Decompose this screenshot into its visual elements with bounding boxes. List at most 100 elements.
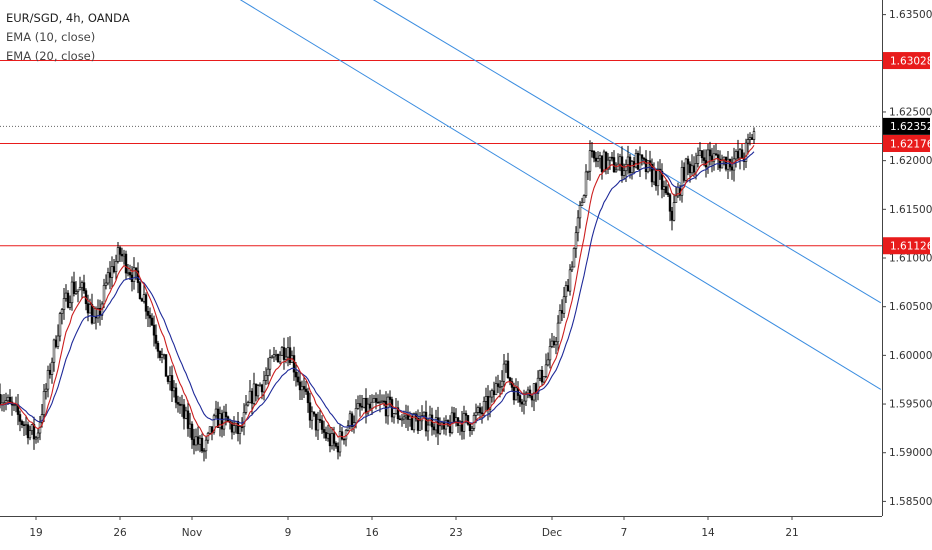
candle-body xyxy=(470,428,474,431)
candle-body xyxy=(122,253,126,257)
candle-body xyxy=(310,411,314,421)
candle-body xyxy=(40,414,44,423)
candle-body xyxy=(452,412,456,422)
candle-body xyxy=(296,376,300,383)
candle-body xyxy=(574,232,578,249)
ema-10-label[interactable]: EMA (10, close) xyxy=(6,30,96,44)
candle-body xyxy=(526,389,530,394)
candle-body xyxy=(380,400,384,403)
candle-body xyxy=(160,354,164,358)
time-axis[interactable]: 19 26 Nov 9 16 23 Dec 7 14 21 xyxy=(0,516,882,539)
candle-body xyxy=(250,390,254,404)
candle-body xyxy=(22,424,26,426)
candle-body xyxy=(82,282,86,291)
candle-body xyxy=(520,401,524,405)
candle-body xyxy=(248,390,252,403)
candle-body xyxy=(90,304,94,324)
candle-body xyxy=(572,248,576,268)
candle-body xyxy=(128,272,132,276)
price-axis[interactable]: 1.63500 1.62500 1.62000 1.61500 1.61000 1.605… xyxy=(882,0,932,516)
candle-body xyxy=(502,363,506,382)
ema-lines xyxy=(0,144,755,438)
candle-body xyxy=(256,385,260,397)
candle-body xyxy=(42,391,46,415)
candle-body xyxy=(664,186,668,194)
candle-body xyxy=(590,150,594,152)
candle-body xyxy=(392,413,396,418)
candle-body xyxy=(172,387,176,392)
candle-body xyxy=(368,403,372,409)
price-tick-label: 1.60500 xyxy=(889,301,932,313)
candle-body xyxy=(104,282,108,286)
candle-body xyxy=(746,139,750,144)
candle-body xyxy=(108,272,112,278)
candle-body xyxy=(48,369,52,375)
candle-body xyxy=(280,347,284,356)
candle-body xyxy=(198,437,202,445)
candle-body xyxy=(58,313,62,337)
candle-body xyxy=(0,394,2,406)
candle-body xyxy=(672,202,676,221)
candle-body xyxy=(140,298,144,302)
candle-body xyxy=(88,304,92,314)
candle-body xyxy=(492,390,496,396)
candle-body xyxy=(274,354,278,356)
candle-body xyxy=(142,294,146,302)
candle-body xyxy=(106,272,110,284)
candle-body xyxy=(654,169,658,187)
candle-body xyxy=(242,412,246,428)
candle-body xyxy=(222,411,226,430)
candle-body xyxy=(552,340,556,346)
candle-body xyxy=(358,403,362,407)
candle-body xyxy=(304,388,308,392)
ema-10-line xyxy=(0,144,755,438)
candle-body xyxy=(432,426,436,431)
trendline xyxy=(239,0,882,390)
candle-body xyxy=(622,170,626,176)
candle-body xyxy=(466,415,470,425)
candle-body xyxy=(208,426,212,434)
candle-body xyxy=(660,170,664,190)
candle-body xyxy=(436,417,440,434)
candle-body xyxy=(26,424,30,439)
candle-body xyxy=(496,383,500,387)
candle-body xyxy=(278,354,282,363)
candle-body xyxy=(712,153,716,162)
candle-body xyxy=(6,396,10,401)
candle-body xyxy=(406,414,410,420)
candle-body xyxy=(522,400,526,405)
candle-body xyxy=(190,423,194,440)
candle-body xyxy=(580,201,584,206)
time-tick-label: 7 xyxy=(621,527,628,539)
candle-body xyxy=(126,272,130,274)
candle-body xyxy=(584,171,588,196)
candle-body xyxy=(468,423,472,431)
candle-body xyxy=(348,413,352,426)
candle-body xyxy=(24,424,28,427)
candle-body xyxy=(264,375,268,381)
ema-20-label[interactable]: EMA (20, close) xyxy=(6,49,96,63)
candle-body xyxy=(388,396,392,400)
candle-body xyxy=(600,155,604,173)
candle-body xyxy=(210,426,214,433)
candle-body xyxy=(612,157,616,173)
candle-body xyxy=(582,195,586,203)
candle-body xyxy=(120,253,124,257)
symbol-title[interactable]: EUR/SGD, 4h, OANDA xyxy=(6,11,130,25)
candle-body xyxy=(418,420,422,431)
candle-body xyxy=(340,431,344,440)
candle-body xyxy=(662,186,666,190)
chart-legend: EUR/SGD, 4h, OANDA EMA (10, close) EMA (… xyxy=(6,9,130,66)
candle-body xyxy=(570,266,574,271)
candle-body xyxy=(386,396,390,417)
candle-body xyxy=(164,354,168,377)
candle-body xyxy=(28,430,32,439)
candle-body xyxy=(588,150,592,172)
candle-body xyxy=(156,343,160,352)
level-price-label: 1.62176 xyxy=(890,138,932,150)
candle-body xyxy=(62,298,66,310)
candle-body xyxy=(630,161,634,173)
candle-body xyxy=(372,398,376,403)
candle-body xyxy=(486,396,490,410)
